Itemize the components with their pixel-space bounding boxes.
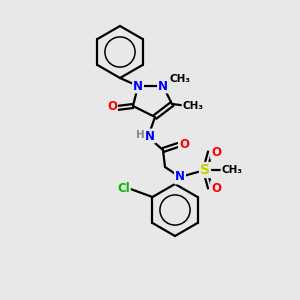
Text: N: N <box>158 80 168 92</box>
Text: N: N <box>175 170 185 184</box>
Text: N: N <box>145 130 155 142</box>
Text: O: O <box>179 137 189 151</box>
Text: N: N <box>133 80 143 92</box>
Text: CH₃: CH₃ <box>221 165 242 175</box>
Text: Cl: Cl <box>117 182 130 194</box>
Text: O: O <box>211 182 221 194</box>
Text: CH₃: CH₃ <box>169 74 190 84</box>
Text: O: O <box>211 146 221 158</box>
Text: S: S <box>200 163 210 177</box>
Text: O: O <box>107 100 117 113</box>
Text: CH₃: CH₃ <box>182 101 203 111</box>
Text: H: H <box>136 130 144 140</box>
